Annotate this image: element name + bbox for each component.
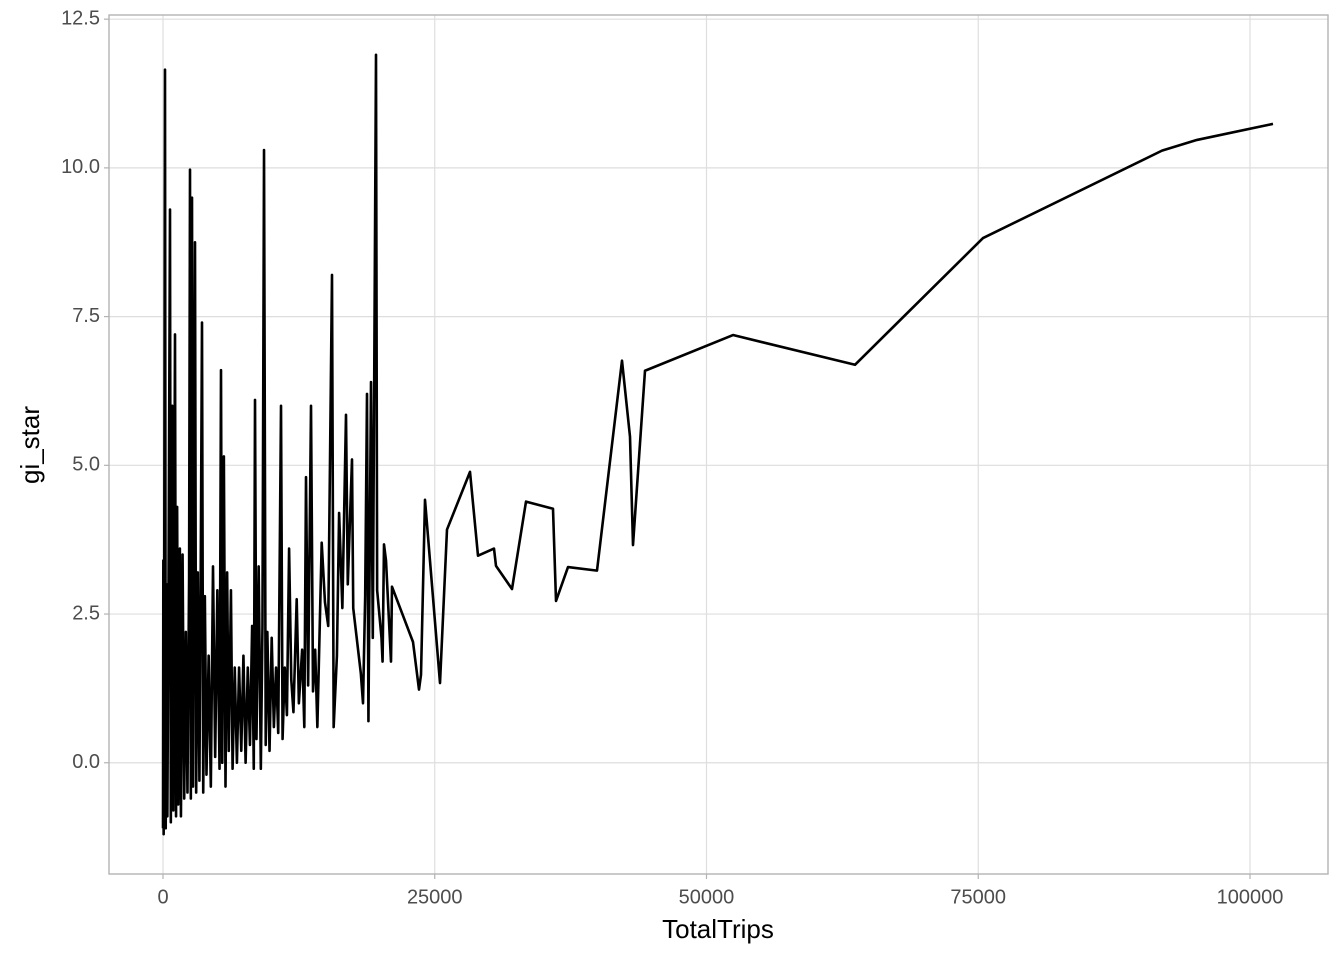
y-tick-label: 0.0 [72,751,100,773]
y-axis-title: gi_star [15,406,45,484]
x-tick-label: 50000 [679,886,735,908]
panel-border [108,14,1329,875]
y-tick-label: 5.0 [72,454,100,476]
x-axis-title: TotalTrips [662,914,774,944]
x-tick-label: 100000 [1217,886,1284,908]
y-tick-label: 7.5 [72,305,100,327]
y-tick-label: 12.5 [61,7,100,29]
y-tick-label: 10.0 [61,156,100,178]
x-tick-label: 25000 [407,886,463,908]
y-tick-label: 2.5 [72,602,100,624]
x-tick-label: 0 [157,886,168,908]
x-tick-label: 75000 [950,886,1006,908]
data-line [161,53,1274,836]
